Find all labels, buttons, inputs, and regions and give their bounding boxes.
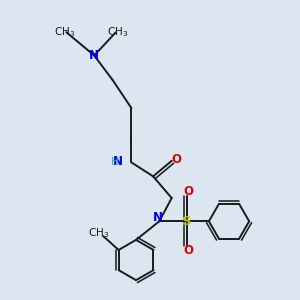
Text: N: N <box>113 155 123 168</box>
Text: O: O <box>171 153 181 166</box>
Text: CH$_3$: CH$_3$ <box>54 25 75 38</box>
Text: H: H <box>111 157 119 167</box>
Text: O: O <box>184 244 194 257</box>
Text: CH$_3$: CH$_3$ <box>107 25 128 38</box>
Text: O: O <box>184 185 194 198</box>
Text: CH$_3$: CH$_3$ <box>88 226 109 240</box>
Text: S: S <box>182 215 192 228</box>
Text: N: N <box>89 49 99 62</box>
Text: N: N <box>153 211 163 224</box>
